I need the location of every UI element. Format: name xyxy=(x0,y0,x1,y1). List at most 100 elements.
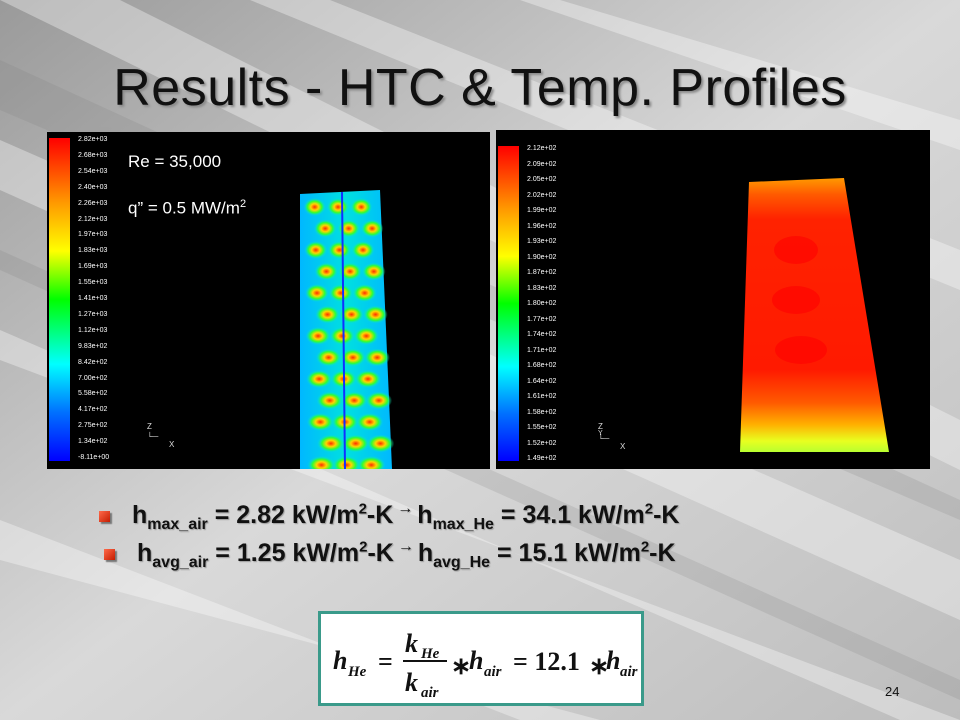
unit-exponent: 2 xyxy=(358,500,367,518)
colorbar-tick-label: -8.11e+00 xyxy=(78,454,110,461)
htc-hotspot xyxy=(352,284,377,302)
colorbar-tick-label: 1.68e+02 xyxy=(527,362,557,369)
colorbar-tick-label: 1.58e+02 xyxy=(527,408,557,416)
h-symbol: h xyxy=(417,539,434,567)
formula-ratio: = 12.1 xyxy=(513,647,580,676)
htc-hotspot xyxy=(306,370,333,388)
colorbar-tick-label: 1.55e+03 xyxy=(78,279,108,287)
colorbar-tick-label: 1.87e+02 xyxy=(527,269,557,276)
temperature-contour-plot xyxy=(498,146,889,461)
h-subscript: max_air xyxy=(147,516,208,533)
h-value: = 15.1 kW/m xyxy=(490,539,641,567)
unit-exponent: 2 xyxy=(640,538,650,556)
colorbar-tick-label: 2.26e+03 xyxy=(78,199,108,207)
htc-hotspot xyxy=(314,262,339,281)
htc-hotspot xyxy=(315,348,342,367)
axis-y-label: Y xyxy=(598,430,603,437)
h-value: = 34.1 kW/m xyxy=(493,501,645,529)
htc-hotspot xyxy=(340,348,366,367)
colorbar-tick-label: 5.58e+02 xyxy=(78,390,108,398)
formula-h-he-sub: He xyxy=(347,664,367,680)
formula-k-he: k xyxy=(405,629,418,658)
htc-hotspot xyxy=(327,241,351,259)
page-number: 24 xyxy=(885,684,900,699)
unit-suffix: -K xyxy=(367,539,394,567)
htc-hotspot xyxy=(306,413,334,431)
colorbar-tick-label: 1.83e+02 xyxy=(527,284,557,292)
bullet-marker-2 xyxy=(104,549,115,560)
formula-k-he-sub: He xyxy=(420,646,440,662)
h-symbol: h xyxy=(137,539,153,567)
htc-scaling-formula: h He = k He k air ∗ h air = 12.1 ∗ h air xyxy=(318,611,644,706)
heat-flux-exponent: 2 xyxy=(239,198,247,210)
colorbar-tick-label: 2.09e+02 xyxy=(527,160,557,168)
colorbar-tick-label: 1.52e+02 xyxy=(527,439,557,447)
htc-hotspot xyxy=(316,391,344,410)
htc-hotspot xyxy=(341,434,370,453)
colorbar-tick-label: 1.34e+02 xyxy=(78,438,108,446)
temperature-contour-panel: 2.12e+02 2.09e+02 2.05e+02 2.02e+02 1.99e+02… xyxy=(496,130,930,469)
htc-hotspot xyxy=(351,241,375,259)
colorbar-tick-label: 2.54e+03 xyxy=(78,167,108,175)
colorbar-tick-label: 1.93e+02 xyxy=(527,238,557,245)
formula-graphic: h He = k He k air ∗ h air = 12.1 ∗ h air xyxy=(333,629,638,701)
htc-contour-plot xyxy=(49,138,395,469)
formula-times: ∗ xyxy=(451,654,471,680)
colorbar-tick-label: 1.96e+02 xyxy=(527,222,557,230)
htc-colorbar-labels: 2.82e+03 2.68e+03 2.54e+03 2.40e+03 2.26e+03… xyxy=(78,136,138,466)
heat-flux-text: q” = 0.5 MW/m xyxy=(128,198,240,218)
htc-hotspot xyxy=(307,456,336,469)
htc-hotspot xyxy=(305,327,331,345)
bullet-htc-max: hmax_air = 2.82 kW/m2-K → hmax_He = 34.1 k… xyxy=(132,500,679,534)
htc-hotspot xyxy=(303,198,326,216)
formula-h-he: h xyxy=(333,646,347,675)
h-subscript: avg_air xyxy=(152,554,209,571)
htc-hotspot xyxy=(341,391,368,410)
colorbar-tick-label: 2.68e+03 xyxy=(78,151,108,159)
htc-hotspot xyxy=(304,241,328,259)
htc-hotspot xyxy=(355,370,381,388)
h-value: = 1.25 kW/m xyxy=(208,539,360,567)
htc-hotspot xyxy=(363,305,388,324)
htc-hotspot xyxy=(350,198,373,216)
htc-contour-panel: 2.82e+03 2.68e+03 2.54e+03 2.40e+03 2.26e+03… xyxy=(47,132,490,469)
slide-title: Results - HTC & Temp. Profiles xyxy=(113,59,847,117)
h-subscript: avg_He xyxy=(433,554,491,571)
colorbar-tick-label: 1.71e+02 xyxy=(527,346,557,354)
formula-h-air: h xyxy=(606,646,620,675)
colorbar-tick-label: 1.27e+03 xyxy=(78,310,108,318)
unit-suffix: -K xyxy=(366,501,394,529)
axis-x-label: X xyxy=(620,442,626,451)
colorbar-tick-label: 1.69e+03 xyxy=(78,263,108,271)
h-symbol: h xyxy=(132,501,148,529)
colorbar-tick-label: 2.40e+03 xyxy=(78,183,108,191)
colorbar-tick-label: 1.83e+03 xyxy=(78,247,108,255)
colorbar-tick-label: 1.77e+02 xyxy=(527,315,557,323)
unit-suffix: -K xyxy=(653,501,680,529)
htc-hotspot xyxy=(304,284,329,302)
colorbar-tick-label: 8.42e+02 xyxy=(78,358,108,366)
heat-flux-annotation: q” = 0.5 MW/m2 xyxy=(128,198,246,219)
formula-equals: = xyxy=(378,647,393,676)
h-subscript: max_He xyxy=(432,516,494,533)
htc-hotspot xyxy=(353,327,379,345)
h-value: = 2.82 kW/m xyxy=(207,501,359,529)
formula-k-air-sub: air xyxy=(421,685,439,701)
formula-h-air: h xyxy=(469,646,483,675)
colorbar-tick-label: 2.12e+02 xyxy=(527,145,557,152)
htc-hotspot xyxy=(328,284,353,302)
temperature-colorbar-labels: 2.12e+02 2.09e+02 2.05e+02 2.02e+02 1.99e+02… xyxy=(527,145,587,465)
htc-hotspot xyxy=(317,434,345,453)
unit-exponent: 2 xyxy=(359,538,368,556)
formula-h-air-sub: air xyxy=(620,664,638,680)
htc-hotspot xyxy=(315,305,340,324)
htc-hotspot xyxy=(360,219,384,238)
colorbar-tick-label: 2.02e+02 xyxy=(527,191,557,199)
bullet-marker-1 xyxy=(99,511,110,522)
colorbar-tick-label: 1.90e+02 xyxy=(527,253,557,261)
htc-hotspot xyxy=(332,456,361,469)
colorbar-tick-label: 2.05e+02 xyxy=(527,176,557,183)
colorbar-tick-label: 1.64e+02 xyxy=(527,377,557,385)
htc-hotspot xyxy=(362,262,386,281)
h-symbol: h xyxy=(417,501,433,529)
